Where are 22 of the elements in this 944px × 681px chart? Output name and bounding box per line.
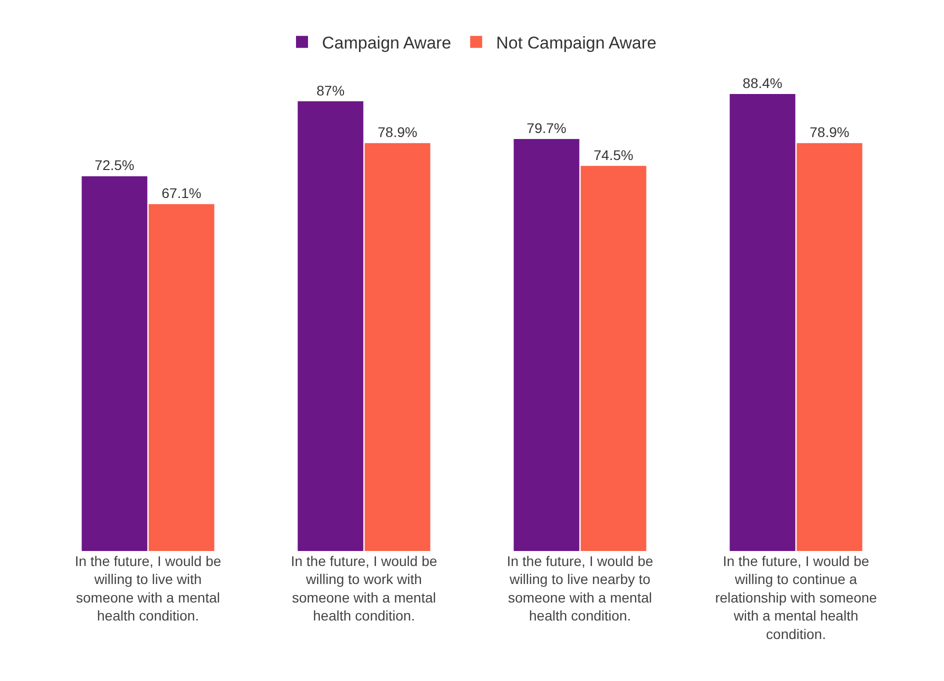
bar: [298, 101, 364, 551]
data-label: 87%: [316, 82, 345, 98]
bar: [580, 166, 646, 551]
data-label: 72.5%: [94, 157, 134, 174]
bar: [364, 143, 430, 551]
data-label: 78.9%: [378, 124, 418, 140]
legend-label: Not Campaign Aware: [496, 34, 656, 53]
data-label: 74.5%: [594, 146, 634, 163]
x-tick-label: In the future, I would be willing to live with someone with a mental health condition.: [74, 553, 222, 624]
bar: [82, 176, 148, 551]
x-tick-label: In the future, I would be willing to live nearby to someone with a mental health condition.: [506, 553, 654, 624]
data-label: 88.4%: [742, 75, 782, 92]
bar: [730, 94, 796, 551]
x-tick-label: In the future, I would be willing to continue a relationship with someone with a mental health condition.: [715, 553, 878, 642]
x-tick-label: In the future, I would be willing to work with someone with a mental health condition.: [290, 553, 438, 624]
bar: [514, 139, 580, 551]
legend-label: Campaign Aware: [322, 34, 452, 53]
data-label: 67.1%: [162, 185, 202, 202]
data-label: 78.9%: [810, 124, 850, 140]
bar: [796, 143, 862, 551]
data-label: 79.7%: [526, 120, 566, 136]
bar: [148, 204, 214, 551]
